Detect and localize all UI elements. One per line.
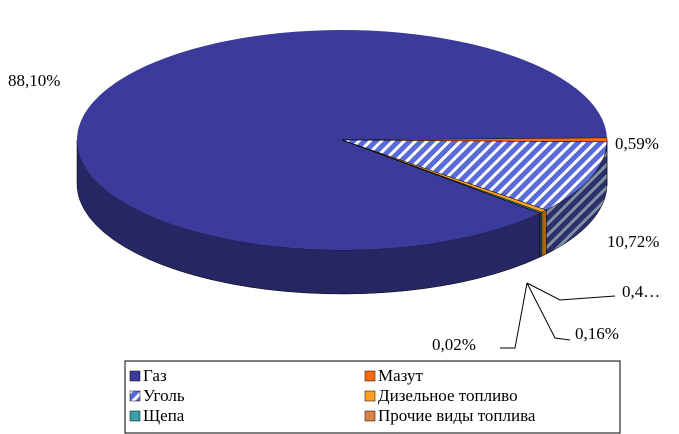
data-label: 10,72%: [607, 232, 659, 251]
legend-swatch: [129, 370, 141, 382]
data-label: 0,4…: [622, 282, 660, 301]
slice: [341, 139, 608, 211]
slice-side: [539, 211, 543, 258]
legend-swatch: [364, 370, 376, 382]
legend-label: Мазут: [378, 366, 424, 385]
slice-side: [76, 139, 541, 295]
slice: [341, 139, 541, 214]
legend-label: Уголь: [143, 386, 185, 405]
data-labels: 88,10% 0,59% 10,72% 0,4… 0,16% 0,02%: [8, 71, 660, 354]
legend-swatch: [364, 410, 376, 422]
pie: [76, 29, 608, 295]
legend-label: Прочие виды топлива: [378, 406, 536, 425]
data-label: 0,59%: [615, 134, 659, 153]
legend-swatch: [129, 410, 141, 422]
legend-label: Газ: [143, 366, 167, 385]
data-label: 0,02%: [432, 335, 476, 354]
data-label: 0,16%: [575, 324, 619, 343]
data-label: 88,10%: [8, 71, 60, 90]
slice-side: [541, 209, 547, 257]
legend-swatch: [364, 390, 376, 402]
leader-lines: [500, 282, 616, 349]
legend-swatch: [129, 390, 141, 402]
legend-label: Щепа: [143, 406, 185, 425]
legend-label: Дизельное топливо: [378, 386, 518, 405]
legend: Газ Мазут Уголь Дизельное топливо Щепа Прочие…: [129, 366, 536, 425]
